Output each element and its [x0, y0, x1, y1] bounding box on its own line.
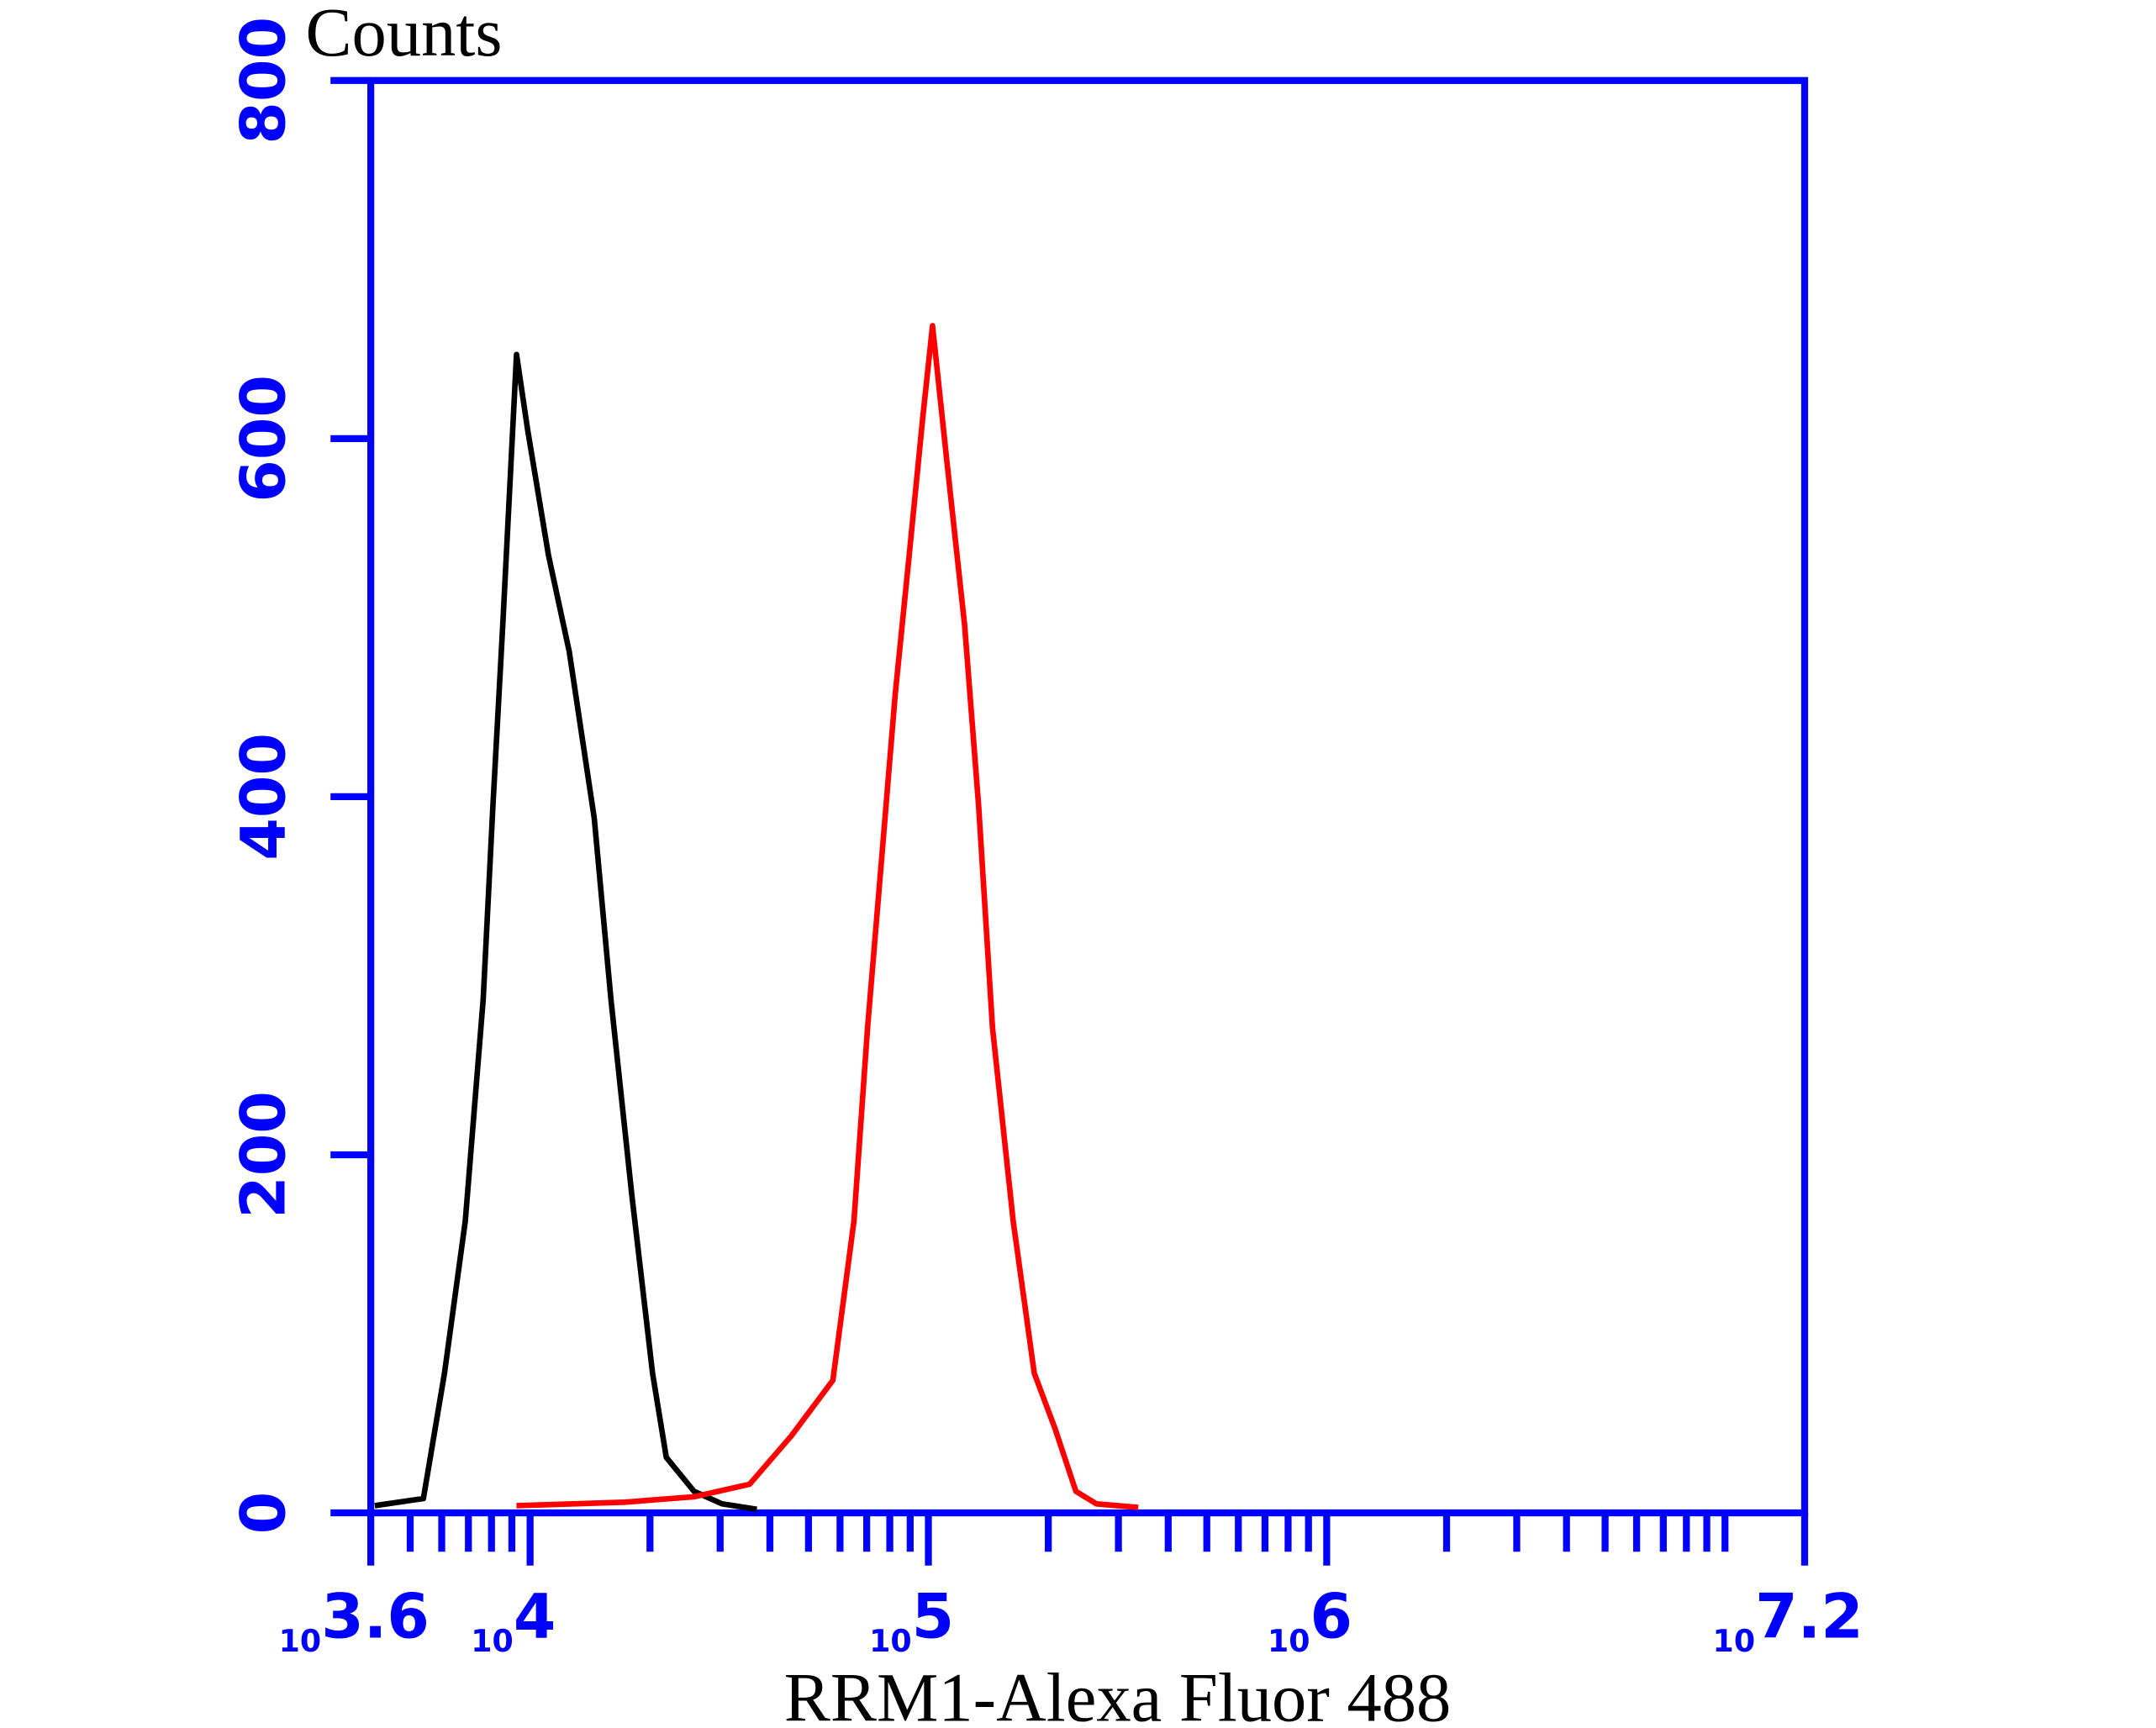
x-tick-base: 10: [471, 1623, 514, 1659]
x-tick-label: 107.2: [1713, 1583, 1863, 1660]
y-tick-label: 400: [229, 733, 300, 861]
x-tick-exponent: 6: [1310, 1583, 1353, 1653]
y-tick-label: 0: [229, 1492, 300, 1535]
histogram-line: [374, 351, 757, 1513]
x-tick-label: 103.6: [279, 1583, 430, 1660]
x-tick-exponent: 5: [912, 1583, 955, 1653]
y-tick-label: 800: [229, 17, 300, 145]
x-tick-exponent: 7.2: [1755, 1583, 1863, 1653]
x-tick-base: 10: [1713, 1623, 1756, 1659]
y-axis-label: Counts: [305, 0, 502, 71]
x-tick-label: 104: [471, 1583, 556, 1660]
histogram-line: [516, 323, 1139, 1510]
x-tick-label: 106: [1268, 1583, 1352, 1660]
x-tick-base: 10: [279, 1623, 322, 1659]
y-tick-label: 600: [229, 375, 300, 503]
x-tick-label: 105: [869, 1583, 954, 1660]
y-tick-label: 200: [229, 1091, 300, 1219]
plot-frame: [366, 76, 1809, 1517]
x-tick-base: 10: [869, 1623, 912, 1659]
x-tick-exponent: 3.6: [321, 1583, 430, 1653]
x-tick-base: 10: [1268, 1623, 1310, 1659]
x-axis-label: RRM1-Alexa Fluor 488: [784, 1659, 1452, 1728]
x-tick-exponent: 4: [514, 1583, 556, 1653]
